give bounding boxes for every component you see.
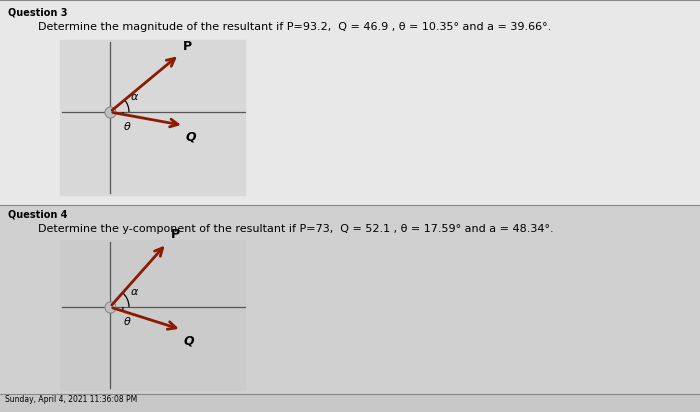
Text: Q: Q xyxy=(186,131,197,143)
Text: θ: θ xyxy=(124,122,131,132)
Text: Sunday, April 4, 2021 11:36:08 PM: Sunday, April 4, 2021 11:36:08 PM xyxy=(5,395,137,404)
Text: P: P xyxy=(171,229,180,241)
Text: P: P xyxy=(183,40,192,53)
Text: Question 4: Question 4 xyxy=(8,209,67,219)
Text: θ: θ xyxy=(124,317,131,327)
Text: α: α xyxy=(131,287,139,297)
Bar xyxy=(0,205,700,394)
Text: Question 3: Question 3 xyxy=(8,7,67,17)
Bar xyxy=(60,240,245,390)
Text: α: α xyxy=(131,92,139,102)
Text: Q: Q xyxy=(183,335,194,348)
Text: Determine the magnitude of the resultant if P=93.2,  Q = 46.9 , θ = 10.35° and a: Determine the magnitude of the resultant… xyxy=(38,22,552,32)
Text: Determine the y-component of the resultant if P=73,  Q = 52.1 , θ = 17.59° and a: Determine the y-component of the resulta… xyxy=(38,224,554,234)
Bar xyxy=(60,40,245,195)
Bar xyxy=(0,0,700,205)
